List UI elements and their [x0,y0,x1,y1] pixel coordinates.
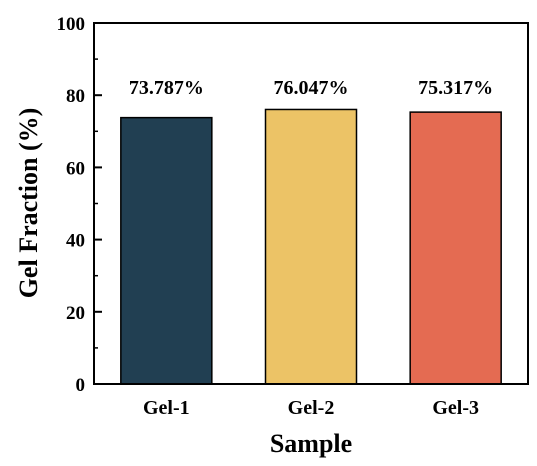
bar-gel-1 [120,116,213,385]
y-tick-label: 80 [66,86,85,107]
x-tick-label-gel-1: Gel-1 [143,397,190,419]
x-tick-label-gel-3: Gel-3 [432,397,479,419]
y-axis-title: Gel Fraction (%) [14,108,43,299]
bar-gel-2 [264,108,358,385]
bars [120,108,502,385]
bar-gel-3 [409,111,502,385]
data-label-gel-1: 73.787% [129,77,204,99]
x-axis-title: Sample [270,429,352,458]
y-tick-label: 100 [57,14,86,35]
x-tick-labels: Gel-1 Gel-2 Gel-3 [143,397,479,419]
x-tick-label-gel-2: Gel-2 [288,397,335,419]
y-tick-label: 0 [76,375,86,396]
y-tick-label: 20 [66,303,85,324]
plot-frame [93,22,529,385]
y-tick-label: 40 [66,231,85,252]
data-label-gel-3: 75.317% [418,77,493,99]
data-labels: 73.787% 76.047% 75.317% [129,77,493,99]
y-tick-label: 60 [66,158,85,179]
data-label-gel-2: 76.047% [274,77,349,99]
y-axis-ticks: 0 20 40 60 80 100 [57,14,102,396]
